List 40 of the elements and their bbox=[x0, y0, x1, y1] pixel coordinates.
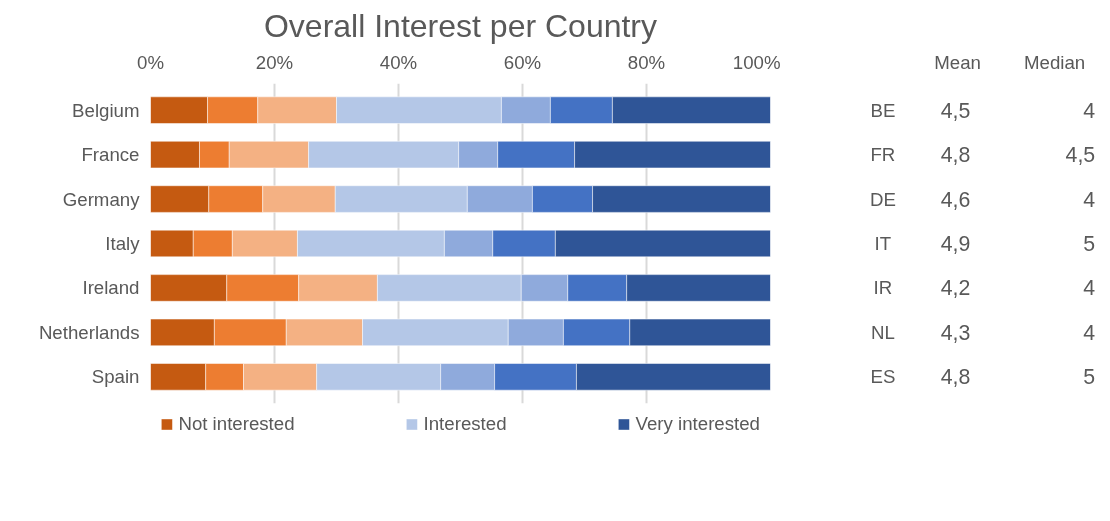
text: Mean bbox=[934, 51, 981, 73]
y-tick-label: Germany bbox=[62, 188, 141, 210]
y-tick-label: France bbox=[81, 144, 140, 166]
x-tick-label: 40% bbox=[379, 51, 418, 73]
x-tick-label: 100% bbox=[732, 51, 781, 73]
text: BE bbox=[870, 99, 896, 121]
chart-title: Overall Interest per Country bbox=[263, 7, 658, 44]
text: 4 bbox=[1083, 276, 1096, 301]
text: 5 bbox=[1083, 232, 1096, 256]
text: 4 bbox=[1083, 187, 1096, 212]
text: 4 bbox=[1083, 98, 1096, 123]
legend-label: Not interested bbox=[178, 413, 295, 435]
text: ES bbox=[870, 366, 896, 388]
text: 4,5 bbox=[940, 98, 971, 123]
x-tick-label: 0% bbox=[137, 51, 164, 73]
text: DE bbox=[869, 188, 896, 210]
text: 4 bbox=[1083, 320, 1096, 345]
text: 4,5 bbox=[1065, 143, 1096, 168]
y-tick-label: Netherlands bbox=[38, 321, 140, 343]
text: 4,8 bbox=[940, 365, 971, 390]
legend-label: Interested bbox=[423, 413, 507, 435]
text: IT bbox=[874, 233, 892, 254]
text: 5 bbox=[1083, 365, 1096, 390]
text: 4,3 bbox=[940, 320, 971, 345]
text: 4,9 bbox=[940, 232, 971, 256]
text: 4,2 bbox=[940, 276, 971, 301]
y-tick-label: Belgium bbox=[72, 99, 140, 121]
legend-label: Very interested bbox=[635, 413, 760, 435]
y-tick-label: Ireland bbox=[82, 277, 140, 299]
text: Median bbox=[1024, 51, 1086, 73]
text: 4,8 bbox=[940, 143, 971, 168]
x-tick-label: 60% bbox=[503, 51, 542, 73]
x-tick-label: 20% bbox=[255, 51, 294, 73]
y-tick-label: Italy bbox=[105, 233, 141, 254]
text: 4,6 bbox=[940, 187, 971, 212]
text: FR bbox=[870, 144, 896, 166]
text: NL bbox=[870, 321, 895, 343]
text: IR bbox=[873, 277, 893, 299]
y-tick-label: Spain bbox=[91, 366, 140, 388]
x-tick-label: 80% bbox=[627, 51, 666, 73]
